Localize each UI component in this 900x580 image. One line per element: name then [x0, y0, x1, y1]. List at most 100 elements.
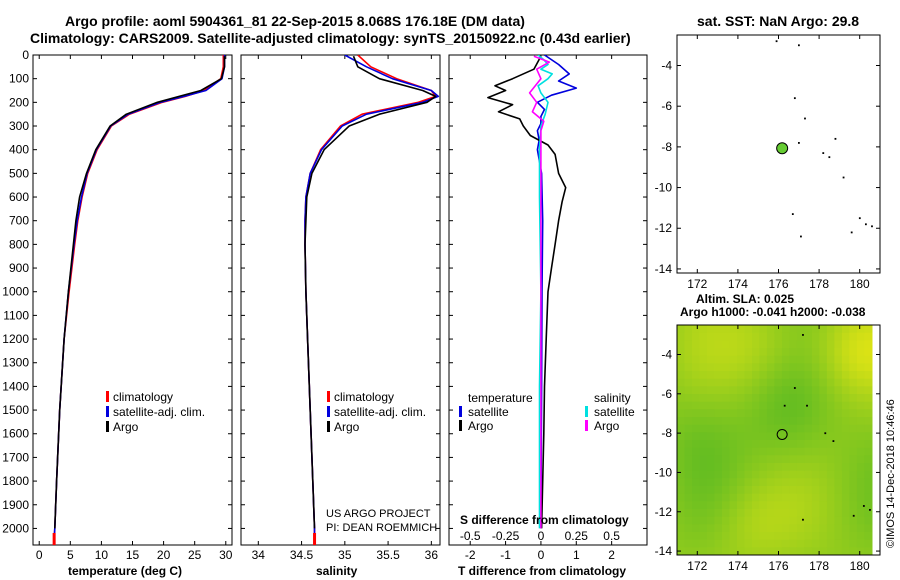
sla-cell — [744, 340, 753, 349]
sla-cell — [744, 455, 753, 464]
y-tick-label: 300 — [9, 119, 29, 133]
sla-cell — [789, 478, 798, 487]
sla-cell — [752, 386, 761, 395]
sla-cell — [774, 463, 783, 472]
sla-cell — [864, 524, 873, 533]
legend-label-s-argo: Argo — [594, 419, 620, 433]
sla-cell — [864, 340, 873, 349]
x-tick-label: 5 — [67, 548, 74, 562]
sla-cell — [714, 440, 723, 449]
sla-cell — [684, 332, 693, 341]
sla-cell — [714, 424, 723, 433]
sla-cell — [759, 524, 768, 533]
sla-cell — [737, 478, 746, 487]
sla-cell — [677, 378, 686, 387]
sla-cell — [774, 532, 783, 541]
sla-cell — [707, 547, 716, 555]
sla-cell — [849, 463, 858, 472]
sla-cell — [707, 532, 716, 541]
sla-cell — [759, 509, 768, 518]
sla-cell — [774, 509, 783, 518]
sla-cell — [737, 378, 746, 387]
sla-cell — [849, 524, 858, 533]
sla-cell — [752, 478, 761, 487]
sla-cell — [789, 547, 798, 555]
sla-cell — [707, 394, 716, 403]
sla-cell — [826, 417, 835, 426]
sla-cell — [759, 409, 768, 418]
sla-cell — [729, 363, 738, 372]
legend-label-climatology: climatology — [113, 390, 173, 404]
sla-cell — [789, 409, 798, 418]
sla-cell — [834, 401, 843, 410]
y-tick-label: 200 — [9, 95, 29, 109]
sla-cell — [677, 325, 686, 334]
sla-cell — [819, 371, 828, 380]
sla-cell — [834, 516, 843, 525]
sla-cell — [684, 539, 693, 548]
sla-cell — [864, 394, 873, 403]
sla-cell — [774, 524, 783, 533]
sla-cell — [796, 470, 805, 479]
sla-cell — [729, 394, 738, 403]
sla-cell — [707, 440, 716, 449]
sla-cell — [677, 470, 686, 479]
y-tick-label: -14 — [655, 544, 673, 558]
sla-cell — [692, 363, 701, 372]
sla-cell — [774, 348, 783, 357]
sla-cell — [766, 470, 775, 479]
sla-cell — [759, 440, 768, 449]
sla-cell — [804, 493, 813, 502]
sla-cell — [744, 493, 753, 502]
sla-cell — [766, 524, 775, 533]
pi-credit: PI: DEAN ROEMMICH — [326, 522, 437, 534]
sla-cell — [849, 440, 858, 449]
map-content — [677, 325, 873, 555]
sla-cell — [826, 509, 835, 518]
sla-cell — [781, 378, 790, 387]
legend-label-t-argo: Argo — [468, 419, 494, 433]
series-t-satellite — [536, 55, 578, 529]
sla-cell — [759, 539, 768, 548]
sla-cell — [684, 371, 693, 380]
sla-cell — [789, 486, 798, 495]
sla-cell — [856, 340, 865, 349]
sla-cell — [714, 478, 723, 487]
sla-cell — [841, 340, 850, 349]
sla-cell — [804, 463, 813, 472]
sla-cell — [864, 447, 873, 456]
sla-cell — [864, 532, 873, 541]
sla-cell — [707, 447, 716, 456]
sla-cell — [834, 524, 843, 533]
deep-marker — [52, 533, 56, 545]
y-tick-label: -4 — [661, 347, 672, 361]
sla-cell — [819, 424, 828, 433]
sla-cell — [714, 394, 723, 403]
island-dot — [834, 137, 837, 140]
project-credit: US ARGO PROJECT — [326, 508, 431, 520]
sla-cell — [714, 501, 723, 510]
sla-cell — [714, 378, 723, 387]
sla-cell — [804, 432, 813, 441]
sla-cell — [677, 394, 686, 403]
t-difference-axis-label: T difference from climatology — [458, 564, 626, 578]
sla-cell — [737, 386, 746, 395]
sla-cell — [834, 417, 843, 426]
sla-cell — [729, 417, 738, 426]
y-tick-label: -10 — [655, 181, 673, 195]
sla-cell — [699, 348, 708, 357]
sla-cell — [834, 378, 843, 387]
sla-cell — [841, 524, 850, 533]
island-dot — [850, 231, 853, 234]
island-dot — [842, 176, 845, 179]
sla-cell — [864, 486, 873, 495]
sla-cell — [841, 348, 850, 357]
temperature-legend: climatology satellite-adj. clim. Argo — [106, 390, 205, 434]
sla-cell — [864, 348, 873, 357]
sla-cell — [796, 401, 805, 410]
island-dot — [798, 142, 800, 144]
sla-cell — [729, 386, 738, 395]
sla-cell — [796, 501, 805, 510]
sla-cell — [856, 371, 865, 380]
sla-cell — [849, 355, 858, 364]
